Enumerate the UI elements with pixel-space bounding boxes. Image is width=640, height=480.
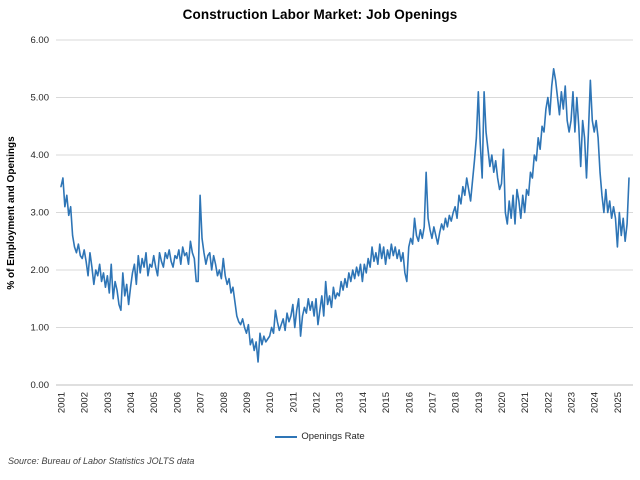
x-tick-label: 2008 bbox=[219, 392, 230, 413]
x-tick-label: 2012 bbox=[312, 392, 323, 413]
legend-line-swatch bbox=[275, 435, 298, 438]
x-tick-label: 2009 bbox=[242, 392, 253, 413]
series-group bbox=[60, 67, 630, 363]
x-tick-label: 2006 bbox=[172, 392, 183, 413]
y-tick-label: 2.00 bbox=[31, 265, 50, 276]
x-tick-label: 2005 bbox=[149, 392, 160, 413]
y-tick-label: 4.00 bbox=[31, 150, 50, 161]
openings-rate-line bbox=[60, 67, 630, 363]
x-tick-label: 2020 bbox=[497, 392, 508, 413]
chart-title: Construction Labor Market: Job Openings bbox=[182, 7, 458, 22]
x-tick-label: 2011 bbox=[288, 392, 299, 412]
x-tick-label: 2001 bbox=[57, 392, 68, 413]
y-tick-label: 3.00 bbox=[31, 208, 50, 219]
source-note: Source: Bureau of Labor Statistics JOLTS… bbox=[8, 456, 195, 466]
x-tick-label: 2013 bbox=[335, 392, 346, 413]
x-tick-label: 2004 bbox=[126, 392, 137, 413]
y-tick-label: 6.00 bbox=[31, 35, 50, 46]
x-tick-label: 2019 bbox=[474, 392, 485, 413]
tick-labels-group: 0.00 1.00 2.00 3.00 4.00 5.00 6.00 2001 2002 2003… bbox=[31, 35, 624, 413]
x-tick-label: 2023 bbox=[567, 392, 578, 413]
y-axis-title: % of Employment and Openings bbox=[6, 136, 17, 290]
y-tick-label: 1.00 bbox=[31, 323, 50, 334]
x-tick-label: 2015 bbox=[381, 392, 392, 413]
x-tick-label: 2016 bbox=[404, 392, 415, 413]
x-tick-label: 2018 bbox=[451, 392, 462, 413]
legend-label: Openings Rate bbox=[301, 431, 365, 442]
x-tick-label: 2021 bbox=[520, 392, 531, 413]
x-tick-label: 2014 bbox=[358, 392, 369, 413]
x-tick-label: 2010 bbox=[265, 392, 276, 413]
x-tick-label: 2017 bbox=[427, 392, 438, 413]
y-tick-label: 0.00 bbox=[31, 380, 50, 391]
legend: Openings Rate bbox=[0, 431, 640, 442]
x-tick-label: 2022 bbox=[543, 392, 554, 413]
x-tick-label: 2003 bbox=[103, 392, 114, 413]
x-tick-label: 2025 bbox=[613, 392, 624, 413]
x-tick-label: 2002 bbox=[80, 392, 91, 413]
x-tick-label: 2007 bbox=[196, 392, 207, 413]
gridlines-group bbox=[56, 39, 633, 386]
y-tick-label: 5.00 bbox=[31, 93, 50, 104]
x-tick-label: 2024 bbox=[590, 392, 601, 413]
